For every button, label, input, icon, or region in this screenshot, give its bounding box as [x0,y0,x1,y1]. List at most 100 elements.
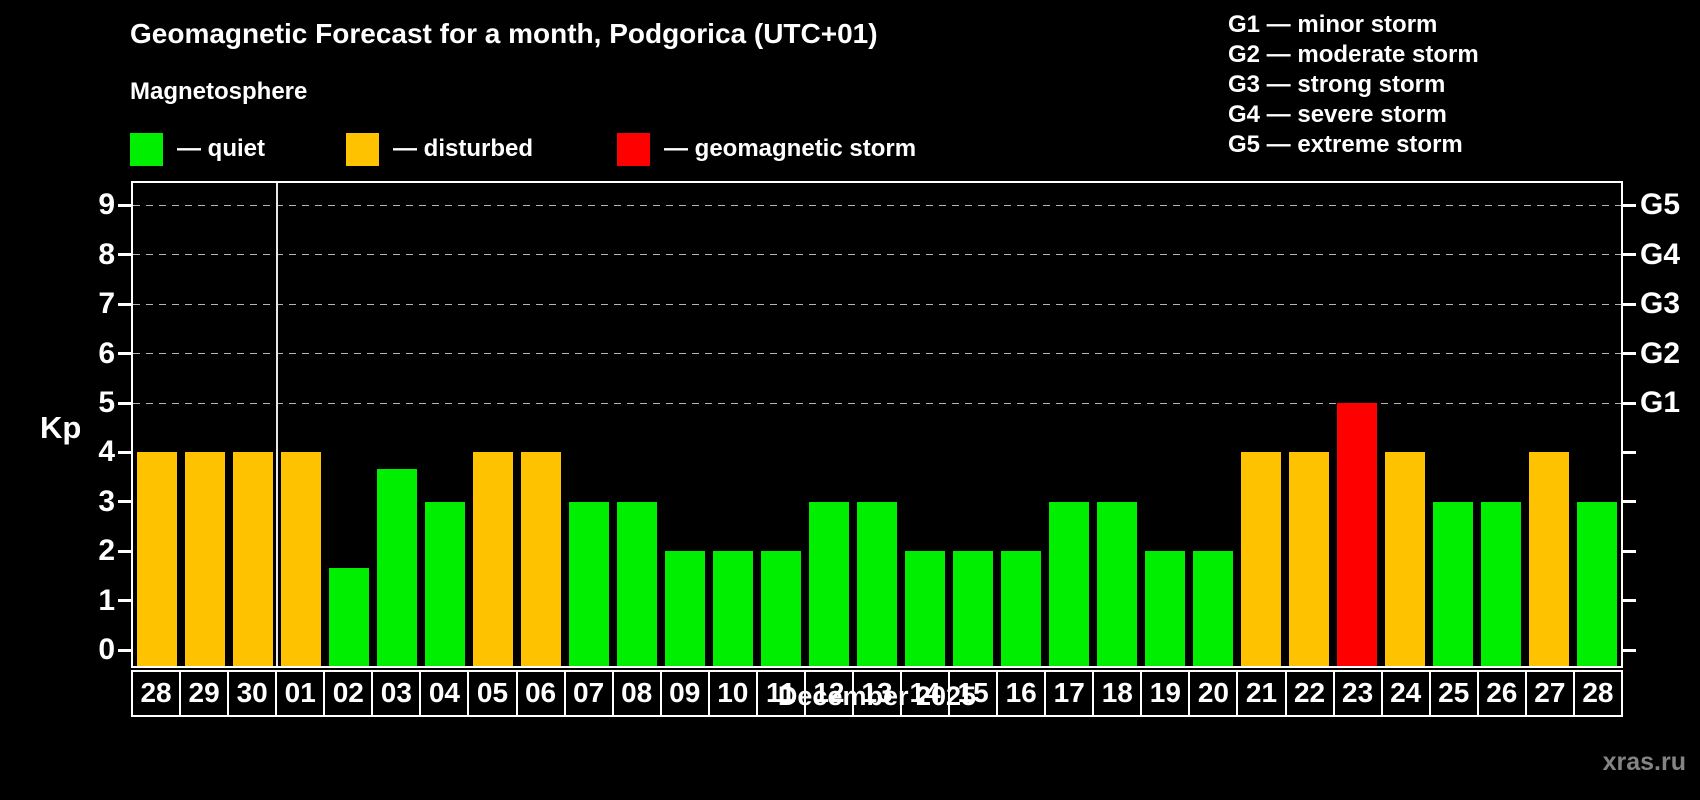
chart-title: Geomagnetic Forecast for a month, Podgor… [130,18,878,49]
x-axis-title: December 2025 [777,681,977,711]
date-cell-25: 23 [1332,672,1381,715]
y-tick-label-1: 1 [98,583,115,617]
g-legend-line-g5: G5 — extreme storm [1228,131,1463,158]
y-axis-tick-left-5 [118,401,131,405]
date-cell-26: 24 [1380,672,1429,715]
date-cell-16: 14 [900,672,948,715]
y-tick-label-9: 9 [98,188,115,222]
kp-bar-18 [1097,501,1137,666]
kp-bar-08 [617,501,657,666]
y-axis-tick-left-9 [118,203,131,207]
g-axis-label-g5: G5 [1640,188,1681,222]
kp-bar-12 [809,501,849,666]
gridline-kp8 [133,254,1621,256]
kp-bar-05 [473,452,513,666]
date-cell-4: 02 [323,672,371,715]
chart-subtitle: Magnetosphere [130,78,308,105]
kp-bar-15 [953,551,993,666]
g-legend-line-g2: G2 — moderate storm [1228,41,1479,68]
storm-color-swatch [617,132,650,166]
plot-area [131,181,1623,668]
y-axis-tick-left-1 [118,599,131,603]
watermark: xras.ru [1602,748,1686,776]
date-cell-7: 05 [467,672,515,715]
kp-bar-04 [425,501,465,666]
y-tick-label-2: 2 [98,534,115,568]
kp-bar-02 [329,567,369,666]
date-cell-9: 07 [563,672,612,715]
g-axis-label-g4: G4 [1640,237,1681,271]
y-axis-tick-left-3 [118,500,131,504]
date-cell-18: 16 [996,672,1044,715]
g-legend-line-g4: G4 — severe storm [1228,101,1447,128]
date-cell-5: 03 [371,672,419,715]
y-axis-tick-right-8 [1623,253,1636,257]
y-axis-tick-right-6 [1623,352,1636,356]
date-cell-15: 13 [851,672,900,715]
date-cell-8: 06 [515,672,564,715]
gridline-kp9 [133,204,1621,206]
date-cell-11: 09 [659,672,708,715]
kp-bar-17 [1049,501,1089,666]
date-cell-20: 18 [1092,672,1140,715]
date-cell-3: 01 [275,672,323,715]
kp-bar-06 [521,452,561,666]
y-axis-tick-right-5 [1623,401,1636,405]
kp-bar-07 [569,501,609,666]
y-tick-label-7: 7 [98,287,115,321]
kp-bar-19 [1145,551,1185,666]
legend-item-quiet: — quiet [130,132,265,166]
date-cell-27: 25 [1428,672,1477,715]
date-cell-1: 29 [179,672,227,715]
date-cell-17: 15 [948,672,996,715]
date-cell-6: 04 [419,672,467,715]
y-axis-tick-left-2 [118,549,131,553]
date-cell-21: 19 [1140,672,1188,715]
x-axis-date-strip: 28 29 30 01 02 03 04 05 06 07 08 09 10 11 12 13 14 15 16 17… [131,670,1623,717]
date-cell-13: 11 [755,672,804,715]
kp-bar-01 [281,452,321,666]
g-axis-label-g2: G2 [1640,336,1681,370]
kp-bar-10 [713,551,753,666]
y-axis-tick-left-8 [118,253,131,257]
y-tick-label-5: 5 [98,386,115,419]
kp-bar-24 [1385,452,1425,666]
date-cell-2: 30 [227,672,275,715]
y-tick-label-3: 3 [98,484,115,518]
y-axis-tick-right-2 [1623,549,1636,553]
kp-bar-21 [1241,452,1281,666]
date-cell-0: 28 [140,677,172,708]
date-cell-29: 27 [1524,672,1573,715]
gridline-kp5 [133,402,1621,404]
month-separator [276,183,278,666]
kp-bar-22 [1289,452,1329,666]
kp-bar-13 [857,501,897,666]
kp-bar-25 [1433,501,1473,666]
kp-bar-29 [185,452,225,666]
legend-label-storm: — geomagnetic storm [664,135,917,162]
y-axis-tick-left-7 [118,302,131,306]
date-cell-22: 20 [1188,672,1236,715]
legend-label-disturbed: — disturbed [393,135,534,162]
date-cell-23: 21 [1236,672,1284,715]
y-axis-tick-left-4 [118,450,131,454]
g-axis-label-g1: G1 [1640,386,1681,419]
kp-bar-03 [377,468,417,666]
y-axis-tick-left-6 [118,352,131,356]
y-tick-label-0: 0 [98,633,115,666]
date-cell-14: 12 [803,672,852,715]
kp-bar-27 [1529,452,1569,666]
gridline-kp7 [133,303,1621,305]
kp-bar-23 [1337,403,1377,666]
y-axis-title: Kp [40,410,82,445]
legend-item-storm: — geomagnetic storm [617,132,916,166]
y-tick-label-8: 8 [98,237,115,271]
y-axis-tick-right-0 [1623,648,1636,652]
quiet-color-swatch [130,132,163,166]
g-legend-line-g1: G1 — minor storm [1228,11,1438,38]
kp-bar-30 [233,452,273,666]
kp-bar-26 [1481,501,1521,666]
date-cell-24: 22 [1284,672,1333,715]
y-axis-tick-right-1 [1623,599,1636,603]
